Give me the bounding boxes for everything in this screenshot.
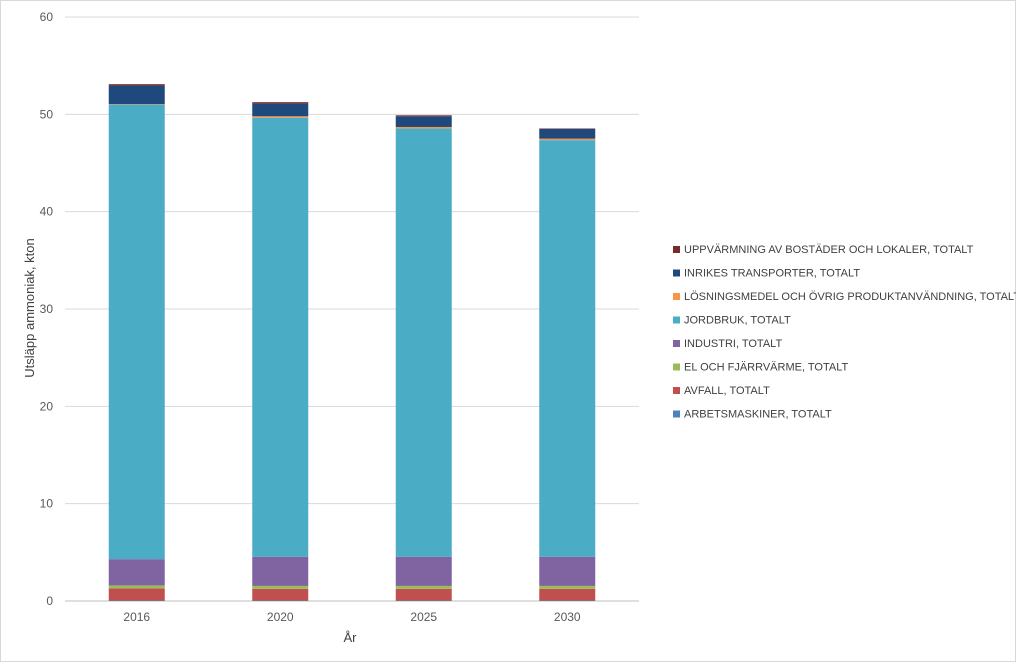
- legend-item-industri-totalt: INDUSTRI, TOTALT: [673, 338, 782, 350]
- y-tick-label: 0: [46, 594, 53, 608]
- x-tick-label: 2030: [554, 610, 581, 624]
- y-axis-title: Utsläpp ammoniak, kton: [22, 238, 37, 377]
- legend-swatch: [673, 293, 680, 300]
- bar-segment-el-och-fjarrvarme-totalt-2016: [109, 585, 165, 588]
- y-axis: 0 10 20 30 40 50 60: [40, 10, 54, 608]
- y-tick-label: 60: [40, 10, 54, 24]
- bar-segment-industri-totalt-2016: [109, 559, 165, 585]
- bar-segment-avfall-totalt-2016: [109, 588, 165, 600]
- legend: UPPVÄRMNING AV BOSTÄDER OCH LOKALER, TOT…: [673, 244, 1016, 421]
- x-axis-title: År: [344, 630, 358, 645]
- bar-segment-avfall-totalt-2025: [396, 589, 452, 601]
- y-tick-label: 30: [40, 302, 54, 316]
- legend-swatch: [673, 364, 680, 371]
- legend-item-losningsmedel-och-ovrig-produktanvandning-totalt: LÖSNINGSMEDEL OCH ÖVRIG PRODUKTANVÄNDNIN…: [673, 291, 1016, 303]
- bar-segment-el-och-fjarrvarme-totalt-2020: [252, 586, 308, 589]
- x-tick-label: 2016: [123, 610, 150, 624]
- bar-segment-avfall-totalt-2020: [252, 589, 308, 601]
- bar-segment-industri-totalt-2020: [252, 557, 308, 586]
- legend-label: INDUSTRI, TOTALT: [684, 338, 782, 350]
- bar-segment-el-och-fjarrvarme-totalt-2030: [539, 586, 595, 589]
- legend-item-jordbruk-totalt: JORDBRUK, TOTALT: [673, 315, 791, 327]
- bar-segment-jordbruk-totalt-2030: [539, 140, 595, 557]
- legend-label: JORDBRUK, TOTALT: [684, 315, 791, 327]
- bar-segment-jordbruk-totalt-2025: [396, 128, 452, 556]
- bar-stack-2025: [396, 115, 452, 601]
- bar-segment-uppvarmning-av-bostader-och-lokaler-totalt-2025: [396, 115, 452, 116]
- legend-label: LÖSNINGSMEDEL OCH ÖVRIG PRODUKTANVÄNDNIN…: [684, 291, 1016, 303]
- legend-item-inrikes-transporter-totalt: INRIKES TRANSPORTER, TOTALT: [673, 268, 860, 280]
- legend-swatch: [673, 340, 680, 347]
- y-tick-label: 20: [40, 399, 54, 413]
- bar-segment-jordbruk-totalt-2016: [109, 105, 165, 560]
- bar-segment-uppvarmning-av-bostader-och-lokaler-totalt-2020: [252, 102, 308, 103]
- bar-stack-2020: [252, 102, 308, 601]
- legend-swatch: [673, 411, 680, 418]
- x-tick-label: 2020: [267, 610, 294, 624]
- x-tick-label: 2025: [410, 610, 437, 624]
- y-tick-label: 40: [40, 205, 54, 219]
- y-tick-label: 10: [40, 497, 54, 511]
- legend-label: ARBETSMASKINER, TOTALT: [684, 409, 832, 421]
- bar-segment-losningsmedel-och-ovrig-produktanvandning-totalt-2020: [252, 116, 308, 117]
- bar-segment-inrikes-transporter-totalt-2025: [396, 116, 452, 127]
- bar-segment-el-och-fjarrvarme-totalt-2025: [396, 586, 452, 589]
- bar-stack-2030: [539, 128, 595, 601]
- bar-segment-industri-totalt-2025: [396, 557, 452, 586]
- legend-label: AVFALL, TOTALT: [684, 385, 770, 397]
- legend-item-arbetsmaskiner-totalt: ARBETSMASKINER, TOTALT: [673, 409, 832, 421]
- legend-label: EL OCH FJÄRRVÄRME, TOTALT: [684, 362, 848, 374]
- bar-stack-2016: [109, 84, 165, 601]
- bar-segment-avfall-totalt-2030: [539, 589, 595, 601]
- legend-label: INRIKES TRANSPORTER, TOTALT: [684, 268, 860, 280]
- bar-segment-uppvarmning-av-bostader-och-lokaler-totalt-2016: [109, 84, 165, 85]
- legend-swatch: [673, 387, 680, 394]
- bar-segment-industri-totalt-2030: [539, 557, 595, 586]
- bar-segment-inrikes-transporter-totalt-2030: [539, 129, 595, 139]
- bar-segment-inrikes-transporter-totalt-2020: [252, 104, 308, 117]
- bars: [109, 84, 596, 601]
- legend-swatch: [673, 246, 680, 253]
- bar-segment-losningsmedel-och-ovrig-produktanvandning-totalt-2030: [539, 139, 595, 140]
- legend-item-avfall-totalt: AVFALL, TOTALT: [673, 385, 770, 397]
- y-tick-label: 50: [40, 107, 54, 121]
- x-axis: 2016 2020 2025 2030: [123, 610, 581, 624]
- legend-label: UPPVÄRMNING AV BOSTÄDER OCH LOKALER, TOT…: [684, 244, 974, 256]
- legend-swatch: [673, 270, 680, 277]
- bar-segment-inrikes-transporter-totalt-2016: [109, 86, 165, 104]
- legend-swatch: [673, 317, 680, 324]
- legend-item-uppvarmning-av-bostader-och-lokaler-totalt: UPPVÄRMNING AV BOSTÄDER OCH LOKALER, TOT…: [673, 244, 974, 256]
- bar-segment-losningsmedel-och-ovrig-produktanvandning-totalt-2025: [396, 127, 452, 128]
- legend-item-el-och-fjarrvarme-totalt: EL OCH FJÄRRVÄRME, TOTALT: [673, 362, 848, 374]
- bar-segment-jordbruk-totalt-2020: [252, 118, 308, 557]
